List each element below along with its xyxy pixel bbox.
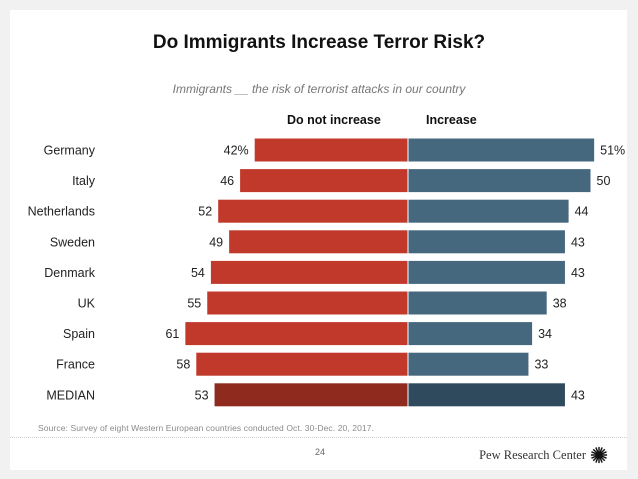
category-label-netherlands: Netherlands <box>28 205 95 219</box>
bar-do-not-increase-germany <box>254 138 408 162</box>
column-header-do-not-increase: Do not increase <box>287 113 381 127</box>
bar-increase-sweden <box>408 230 565 254</box>
bar-do-not-increase-netherlands <box>218 199 408 223</box>
footer-divider <box>10 437 627 438</box>
bar-increase-france <box>408 352 529 376</box>
bar-increase-median <box>408 383 565 407</box>
category-label-germany: Germany <box>44 144 96 158</box>
value-label-do-not-increase-uk: 55 <box>187 297 201 311</box>
value-label-do-not-increase-sweden: 49 <box>209 235 223 249</box>
value-label-do-not-increase-denmark: 54 <box>191 266 205 280</box>
brand-name: Pew Research Center <box>479 448 586 462</box>
bar-do-not-increase-median <box>214 383 408 407</box>
category-label-uk: UK <box>78 297 96 311</box>
value-label-do-not-increase-netherlands: 52 <box>198 205 212 219</box>
value-label-increase-france: 33 <box>534 358 548 372</box>
bar-increase-denmark <box>408 260 565 284</box>
value-label-increase-italy: 50 <box>597 174 611 188</box>
chart-subtitle: Immigrants __ the risk of terrorist atta… <box>172 82 466 96</box>
bar-increase-spain <box>408 322 533 346</box>
bar-do-not-increase-france <box>196 352 408 376</box>
value-label-do-not-increase-france: 58 <box>176 358 190 372</box>
category-label-denmark: Denmark <box>44 266 95 280</box>
category-label-italy: Italy <box>72 174 96 188</box>
category-label-france: France <box>56 358 95 372</box>
source-note: Source: Survey of eight Western European… <box>38 423 375 433</box>
bar-increase-germany <box>408 138 595 162</box>
category-label-sweden: Sweden <box>50 235 95 249</box>
bar-do-not-increase-spain <box>185 322 408 346</box>
bar-do-not-increase-italy <box>240 169 408 193</box>
bar-do-not-increase-sweden <box>229 230 408 254</box>
bar-increase-italy <box>408 169 591 193</box>
value-label-increase-netherlands: 44 <box>575 205 589 219</box>
value-label-increase-median: 43 <box>571 388 585 402</box>
value-label-increase-sweden: 43 <box>571 235 585 249</box>
column-header-increase: Increase <box>426 113 477 127</box>
bar-increase-uk <box>408 291 547 315</box>
value-label-do-not-increase-median: 53 <box>195 388 209 402</box>
category-label-spain: Spain <box>63 327 95 341</box>
pew-sunburst-logo-icon <box>590 446 608 464</box>
bar-do-not-increase-denmark <box>210 260 408 284</box>
page-number: 24 <box>314 447 325 457</box>
value-label-do-not-increase-germany: 42% <box>224 144 249 158</box>
value-label-increase-germany: 51% <box>600 144 625 158</box>
value-label-do-not-increase-italy: 46 <box>220 174 234 188</box>
value-label-increase-spain: 34 <box>538 327 552 341</box>
bar-increase-netherlands <box>408 199 569 223</box>
value-label-do-not-increase-spain: 61 <box>165 327 179 341</box>
bar-do-not-increase-uk <box>207 291 408 315</box>
chart-title: Do Immigrants Increase Terror Risk? <box>152 32 486 53</box>
value-label-increase-uk: 38 <box>553 297 567 311</box>
category-label-median: MEDIAN <box>46 388 95 402</box>
value-label-increase-denmark: 43 <box>571 266 585 280</box>
